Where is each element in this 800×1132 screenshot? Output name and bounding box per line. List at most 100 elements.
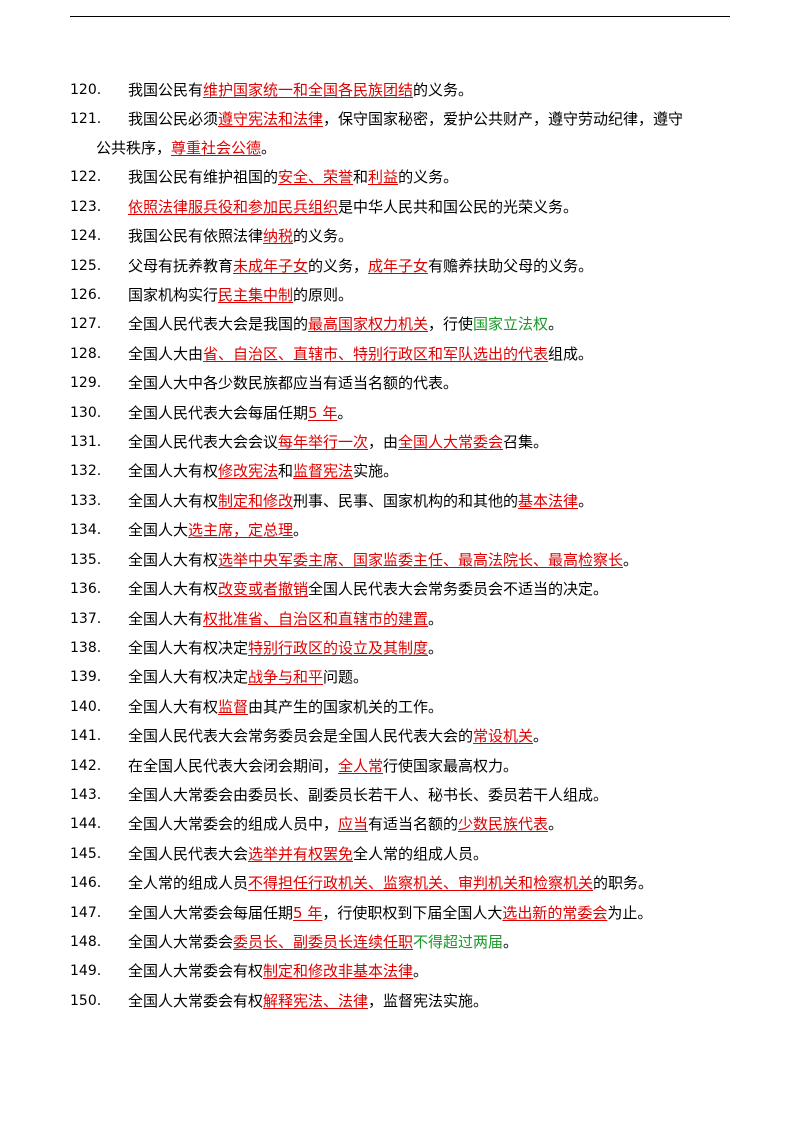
item-text: 。	[623, 550, 639, 569]
item-body: 全国人大选主席，定总理。	[128, 521, 308, 539]
item-text: 的义务。	[413, 81, 474, 99]
list-item: 148. 全国人大常委会委员长、副委员长连续任职不得超过两届。	[70, 928, 732, 957]
item-body: 在全国人民代表大会闭会期间，全人常行使国家最高权力。	[128, 757, 518, 775]
highlight-red: 委员长、副委员长连续任职	[233, 932, 414, 951]
highlight-red: 选举中央军委主席、国家监委主任、最高法院长、最高检察长	[218, 550, 624, 569]
highlight-red: 尊重社会公德	[171, 139, 262, 158]
item-number: 132.	[70, 463, 102, 480]
highlight-red: 不得担任行政机关、监察机关、审判机关和检察机关	[248, 874, 594, 893]
highlight-red: 选主席，定总理	[188, 521, 294, 540]
item-body: 我国公民必须遵守宪法和法律，保守国家秘密，爱护公共财产，遵守劳动纪律，遵守	[128, 110, 683, 128]
item-number: 138.	[70, 639, 102, 656]
highlight-red: 5 年	[308, 403, 338, 422]
list-item: 133. 全国人大有权制定和修改刑事、民事、国家机构的和其他的基本法律。	[70, 487, 732, 516]
list-item: 142. 在全国人民代表大会闭会期间，全人常行使国家最高权力。	[70, 752, 732, 781]
item-text: 和	[353, 168, 369, 187]
item-text: 全国人大常委会	[128, 932, 234, 951]
highlight-red: 制定和修改非基本法律	[263, 962, 414, 981]
highlight-red: 修改宪法	[218, 462, 279, 481]
item-text: 。	[548, 815, 564, 834]
item-text: 全国人大有权	[128, 462, 219, 481]
list-item: 146. 全人常的组成人员不得担任行政机关、监察机关、审判机关和检察机关的职务。	[70, 869, 732, 898]
item-text: 的原则。	[293, 286, 354, 305]
item-body: 全国人大有权改变或者撤销全国人民代表大会常务委员会不适当的决定。	[128, 580, 608, 598]
item-body: 全国人大有权决定特别行政区的设立及其制度。	[128, 639, 443, 657]
highlight-red: 战争与和平	[248, 668, 324, 687]
highlight-red: 未成年子女	[233, 256, 309, 275]
item-number: 128.	[70, 345, 102, 362]
item-number: 126.	[70, 287, 102, 304]
item-number: 135.	[70, 551, 102, 568]
highlight-red: 应当	[338, 815, 369, 834]
item-text: 。	[428, 609, 444, 628]
item-text: 我国公民必须	[128, 110, 219, 129]
highlight-red: 常设机关	[473, 727, 534, 746]
item-number: 143.	[70, 786, 102, 803]
item-body: 全国人民代表大会选举并有权罢免全人常的组成人员。	[128, 845, 488, 863]
item-text: 全国人大有权	[128, 580, 219, 599]
item-number: 147.	[70, 904, 102, 921]
list-item: 149. 全国人大常委会有权制定和修改非基本法律。	[70, 957, 732, 986]
item-body: 我国公民有维护祖国的安全、荣誉和利益的义务。	[128, 168, 458, 186]
item-number: 125.	[70, 257, 102, 274]
item-text: 全国人民代表大会常务委员会不适当的决定。	[308, 580, 609, 599]
item-number: 144.	[70, 816, 102, 833]
item-number: 134.	[70, 522, 102, 539]
item-body: 全国人民代表大会会议每年举行一次，由全国人大常委会召集。	[128, 433, 548, 451]
highlight-red: 纳税	[263, 227, 294, 246]
item-number: 150.	[70, 992, 102, 1009]
item-number: 137.	[70, 610, 102, 627]
highlight-red: 利益	[368, 168, 399, 187]
list-item: 141. 全国人民代表大会常务委员会是全国人民代表大会的常设机关。	[70, 722, 732, 751]
item-text: 由其产生的国家机关的工作。	[248, 697, 444, 716]
item-number: 131.	[70, 434, 102, 451]
item-text: ，由	[368, 433, 399, 452]
list-item: 128. 全国人大由省、自治区、直辖市、特别行政区和军队选出的代表组成。	[70, 340, 732, 369]
item-text: 全国人大有权	[128, 491, 219, 510]
item-text: 全国人大常委会的组成人员中，	[128, 815, 339, 834]
item-number: 146.	[70, 875, 102, 892]
item-text: 有适当名额的	[368, 815, 459, 834]
item-body: 全国人民代表大会是我国的最高国家权力机关，行使国家立法权。	[128, 315, 563, 333]
item-number: 149.	[70, 963, 102, 980]
highlight-red: 省、自治区、直辖市、特别行政区和军队选出的代表	[203, 344, 549, 363]
item-text: 全国人大	[128, 521, 189, 540]
item-number: 148.	[70, 933, 102, 950]
item-body: 我国公民有依照法律纳税的义务。	[128, 227, 353, 245]
list-item: 132. 全国人大有权修改宪法和监督宪法实施。	[70, 457, 732, 486]
list-item: 122. 我国公民有维护祖国的安全、荣誉和利益的义务。	[70, 163, 732, 192]
item-list: 120. 我国公民有维护国家统一和全国各民族团结的义务。 121. 我国公民必须遵守宪…	[70, 76, 732, 1016]
item-text: 实施。	[353, 462, 399, 481]
item-body: 全国人大中各少数民族都应当有适当名额的代表。	[128, 374, 458, 392]
header-rule	[70, 16, 730, 17]
highlight-green: 不得超过两届	[413, 932, 504, 951]
item-number: 140.	[70, 698, 102, 715]
item-text: 刑事、民事、国家机构的和其他的	[293, 491, 519, 510]
item-number: 141.	[70, 728, 102, 745]
list-item: 147. 全国人大常委会每届任期5 年，行使职权到下届全国人大选出新的常委会为止。	[70, 899, 732, 928]
item-number: 142.	[70, 757, 102, 774]
item-text: 的义务。	[293, 227, 354, 246]
item-number: 129.	[70, 375, 102, 392]
item-number: 121.	[70, 111, 102, 128]
item-text: 全国人大有权决定	[128, 668, 249, 687]
item-number: 136.	[70, 581, 102, 598]
item-text: 公共秩序，	[96, 139, 172, 158]
item-text: ，行使职权到下届全国人大	[322, 903, 503, 922]
list-item: 144. 全国人大常委会的组成人员中，应当有适当名额的少数民族代表。	[70, 810, 732, 839]
item-text: 。	[533, 727, 549, 746]
item-text: 组成。	[548, 344, 594, 363]
item-text: 。	[578, 491, 594, 510]
item-text: 全人常的组成人员。	[353, 844, 489, 863]
item-number: 122.	[70, 169, 102, 186]
item-text: 的职务。	[593, 874, 654, 893]
list-item: 125. 父母有抚养教育未成年子女的义务，成年子女有赡养扶助父母的义务。	[70, 252, 732, 281]
list-item: 150. 全国人大常委会有权解释宪法、法律，监督宪法实施。	[70, 987, 732, 1016]
item-text: 行使国家最高权力。	[383, 756, 519, 775]
item-body: 全国人大有权制定和修改刑事、民事、国家机构的和其他的基本法律。	[128, 492, 593, 510]
highlight-red: 少数民族代表	[458, 815, 549, 834]
item-text: ，行使	[428, 315, 474, 334]
item-number: 124.	[70, 228, 102, 245]
item-text: ，保守国家秘密，爱护公共财产，遵守劳动纪律，遵守	[323, 110, 684, 129]
